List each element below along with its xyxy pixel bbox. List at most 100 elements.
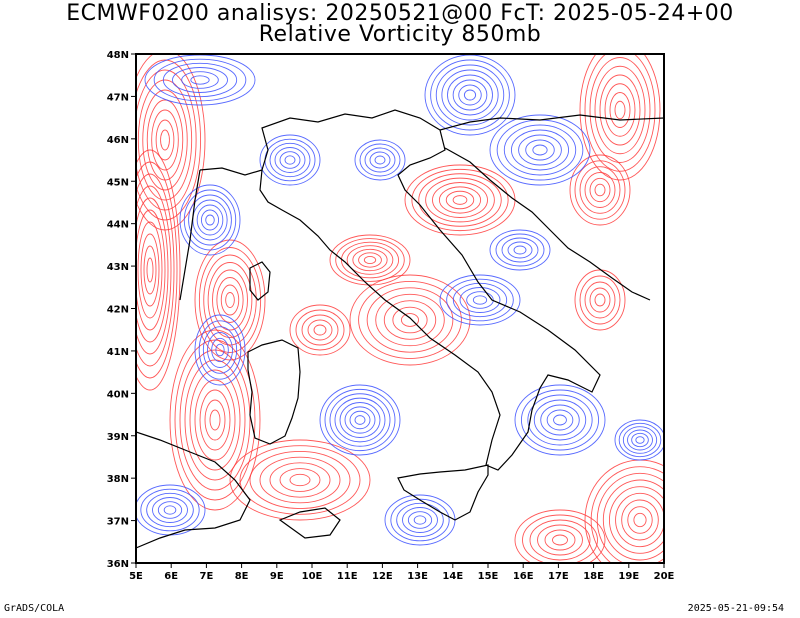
positive-vorticity-contour xyxy=(609,486,664,554)
negative-vorticity-contour xyxy=(441,69,499,121)
negative-vorticity-contour xyxy=(532,144,548,156)
positive-vorticity-contour xyxy=(179,349,251,491)
positive-vorticity-contour xyxy=(151,109,179,171)
map-subtitle: Relative Vorticity 850mb xyxy=(258,22,542,47)
negative-vorticity-contour xyxy=(614,419,664,461)
positive-vorticity-contour xyxy=(184,359,246,481)
negative-vorticity-contour xyxy=(402,507,438,533)
positive-vorticity-contour xyxy=(207,262,253,338)
lon-tick-label: 19E xyxy=(618,571,639,582)
positive-vorticity-contour xyxy=(136,161,178,379)
negative-vorticity-contour xyxy=(344,406,376,434)
negative-vorticity-contour xyxy=(146,492,194,528)
negative-vorticity-contour xyxy=(407,511,433,529)
positive-vorticity-contour xyxy=(146,257,154,283)
negative-vorticity-contour xyxy=(364,147,396,173)
negative-vorticity-contour xyxy=(163,505,177,515)
negative-vorticity-contour xyxy=(183,189,237,251)
coastlines xyxy=(136,109,664,549)
lon-tick-label: 13E xyxy=(407,571,428,582)
positive-vorticity-contour xyxy=(614,100,626,120)
negative-vorticity-contour xyxy=(349,410,371,430)
negative-vorticity-contour xyxy=(430,59,510,131)
negative-vorticity-contour xyxy=(259,134,321,186)
positive-vorticity-contour xyxy=(169,329,261,511)
footer-software-label: GrADS/COLA xyxy=(4,603,65,614)
negative-vorticity-contour xyxy=(533,399,587,441)
positive-vorticity-contour xyxy=(627,506,653,534)
negative-vorticity-contour xyxy=(354,415,366,425)
negative-vorticity-contour xyxy=(284,155,296,165)
negative-vorticity-contour xyxy=(369,151,391,169)
negative-vorticity-contour xyxy=(501,237,539,263)
negative-vorticity-contour xyxy=(359,143,401,177)
positive-vorticity-contour xyxy=(574,160,626,220)
positive-vorticity-contour xyxy=(136,59,201,221)
negative-vorticity-contour xyxy=(553,414,567,426)
positive-vorticity-contour xyxy=(160,129,170,151)
vorticity-contours xyxy=(136,54,664,563)
positive-vorticity-contour xyxy=(383,300,437,340)
positive-vorticity-contour xyxy=(259,456,341,504)
negative-vorticity-contour xyxy=(459,287,501,313)
negative-vorticity-contour xyxy=(618,422,662,458)
positive-vorticity-contour xyxy=(216,277,244,323)
negative-vorticity-contour xyxy=(157,501,183,519)
positive-vorticity-contour xyxy=(137,79,193,201)
lat-tick-label: 48N xyxy=(107,50,129,61)
negative-vorticity-contour xyxy=(458,84,482,106)
positive-vorticity-contour xyxy=(584,54,656,172)
positive-vorticity-contour xyxy=(589,57,651,163)
negative-vorticity-contour xyxy=(188,194,232,246)
negative-vorticity-contour xyxy=(510,129,570,171)
lon-tick-label: 14E xyxy=(442,571,463,582)
positive-vorticity-contour xyxy=(569,154,631,226)
positive-vorticity-contour xyxy=(633,512,647,528)
positive-vorticity-contour xyxy=(136,149,181,391)
positive-vorticity-contour xyxy=(363,255,377,265)
lon-tick-label: 17E xyxy=(548,571,569,582)
lat-tick-label: 38N xyxy=(107,474,129,485)
positive-vorticity-contour xyxy=(295,309,345,351)
positive-vorticity-contour xyxy=(366,287,454,353)
negative-vorticity-contour xyxy=(374,155,386,165)
positive-vorticity-contour xyxy=(194,379,236,461)
negative-vorticity-contour xyxy=(452,79,488,111)
lon-tick-label: 16E xyxy=(513,571,534,582)
positive-vorticity-contour xyxy=(239,445,361,515)
negative-vorticity-contour xyxy=(527,394,593,446)
positive-vorticity-contour xyxy=(425,177,495,223)
negative-vorticity-contour xyxy=(152,497,188,523)
positive-vorticity-contour xyxy=(615,492,664,548)
positive-vorticity-contour xyxy=(584,281,616,319)
lon-tick-label: 15E xyxy=(478,571,499,582)
negative-vorticity-contour xyxy=(631,432,649,448)
negative-vorticity-contour xyxy=(269,142,311,178)
negative-vorticity-contour xyxy=(503,124,577,176)
lon-tick-label: 9E xyxy=(270,571,284,582)
negative-vorticity-contour xyxy=(205,214,215,226)
footer-timestamp: 2025-05-21-09:54 xyxy=(687,603,784,614)
positive-vorticity-contour xyxy=(594,293,606,307)
negative-vorticity-contour xyxy=(518,134,562,166)
positive-vorticity-contour xyxy=(136,185,172,355)
negative-vorticity-contour xyxy=(540,404,580,436)
positive-vorticity-contour xyxy=(599,74,641,146)
negative-vorticity-contour xyxy=(339,402,381,438)
positive-vorticity-contour xyxy=(203,254,257,346)
negative-vorticity-contour xyxy=(279,151,301,169)
lon-tick-label: 20E xyxy=(654,571,675,582)
positive-vorticity-contour xyxy=(596,472,664,563)
positive-vorticity-contour xyxy=(594,65,646,155)
negative-vorticity-contour xyxy=(200,209,220,231)
negative-vorticity-contour xyxy=(215,343,225,357)
negative-vorticity-contour xyxy=(181,71,219,89)
negative-vorticity-contour xyxy=(627,429,653,451)
lat-tick-label: 41N xyxy=(107,347,129,358)
negative-vorticity-contour xyxy=(489,229,551,271)
positive-vorticity-contour xyxy=(313,324,327,336)
positive-vorticity-contour xyxy=(204,399,226,441)
positive-vorticity-contour xyxy=(142,89,188,191)
positive-vorticity-contour xyxy=(522,514,598,563)
negative-vorticity-contour xyxy=(520,389,600,451)
